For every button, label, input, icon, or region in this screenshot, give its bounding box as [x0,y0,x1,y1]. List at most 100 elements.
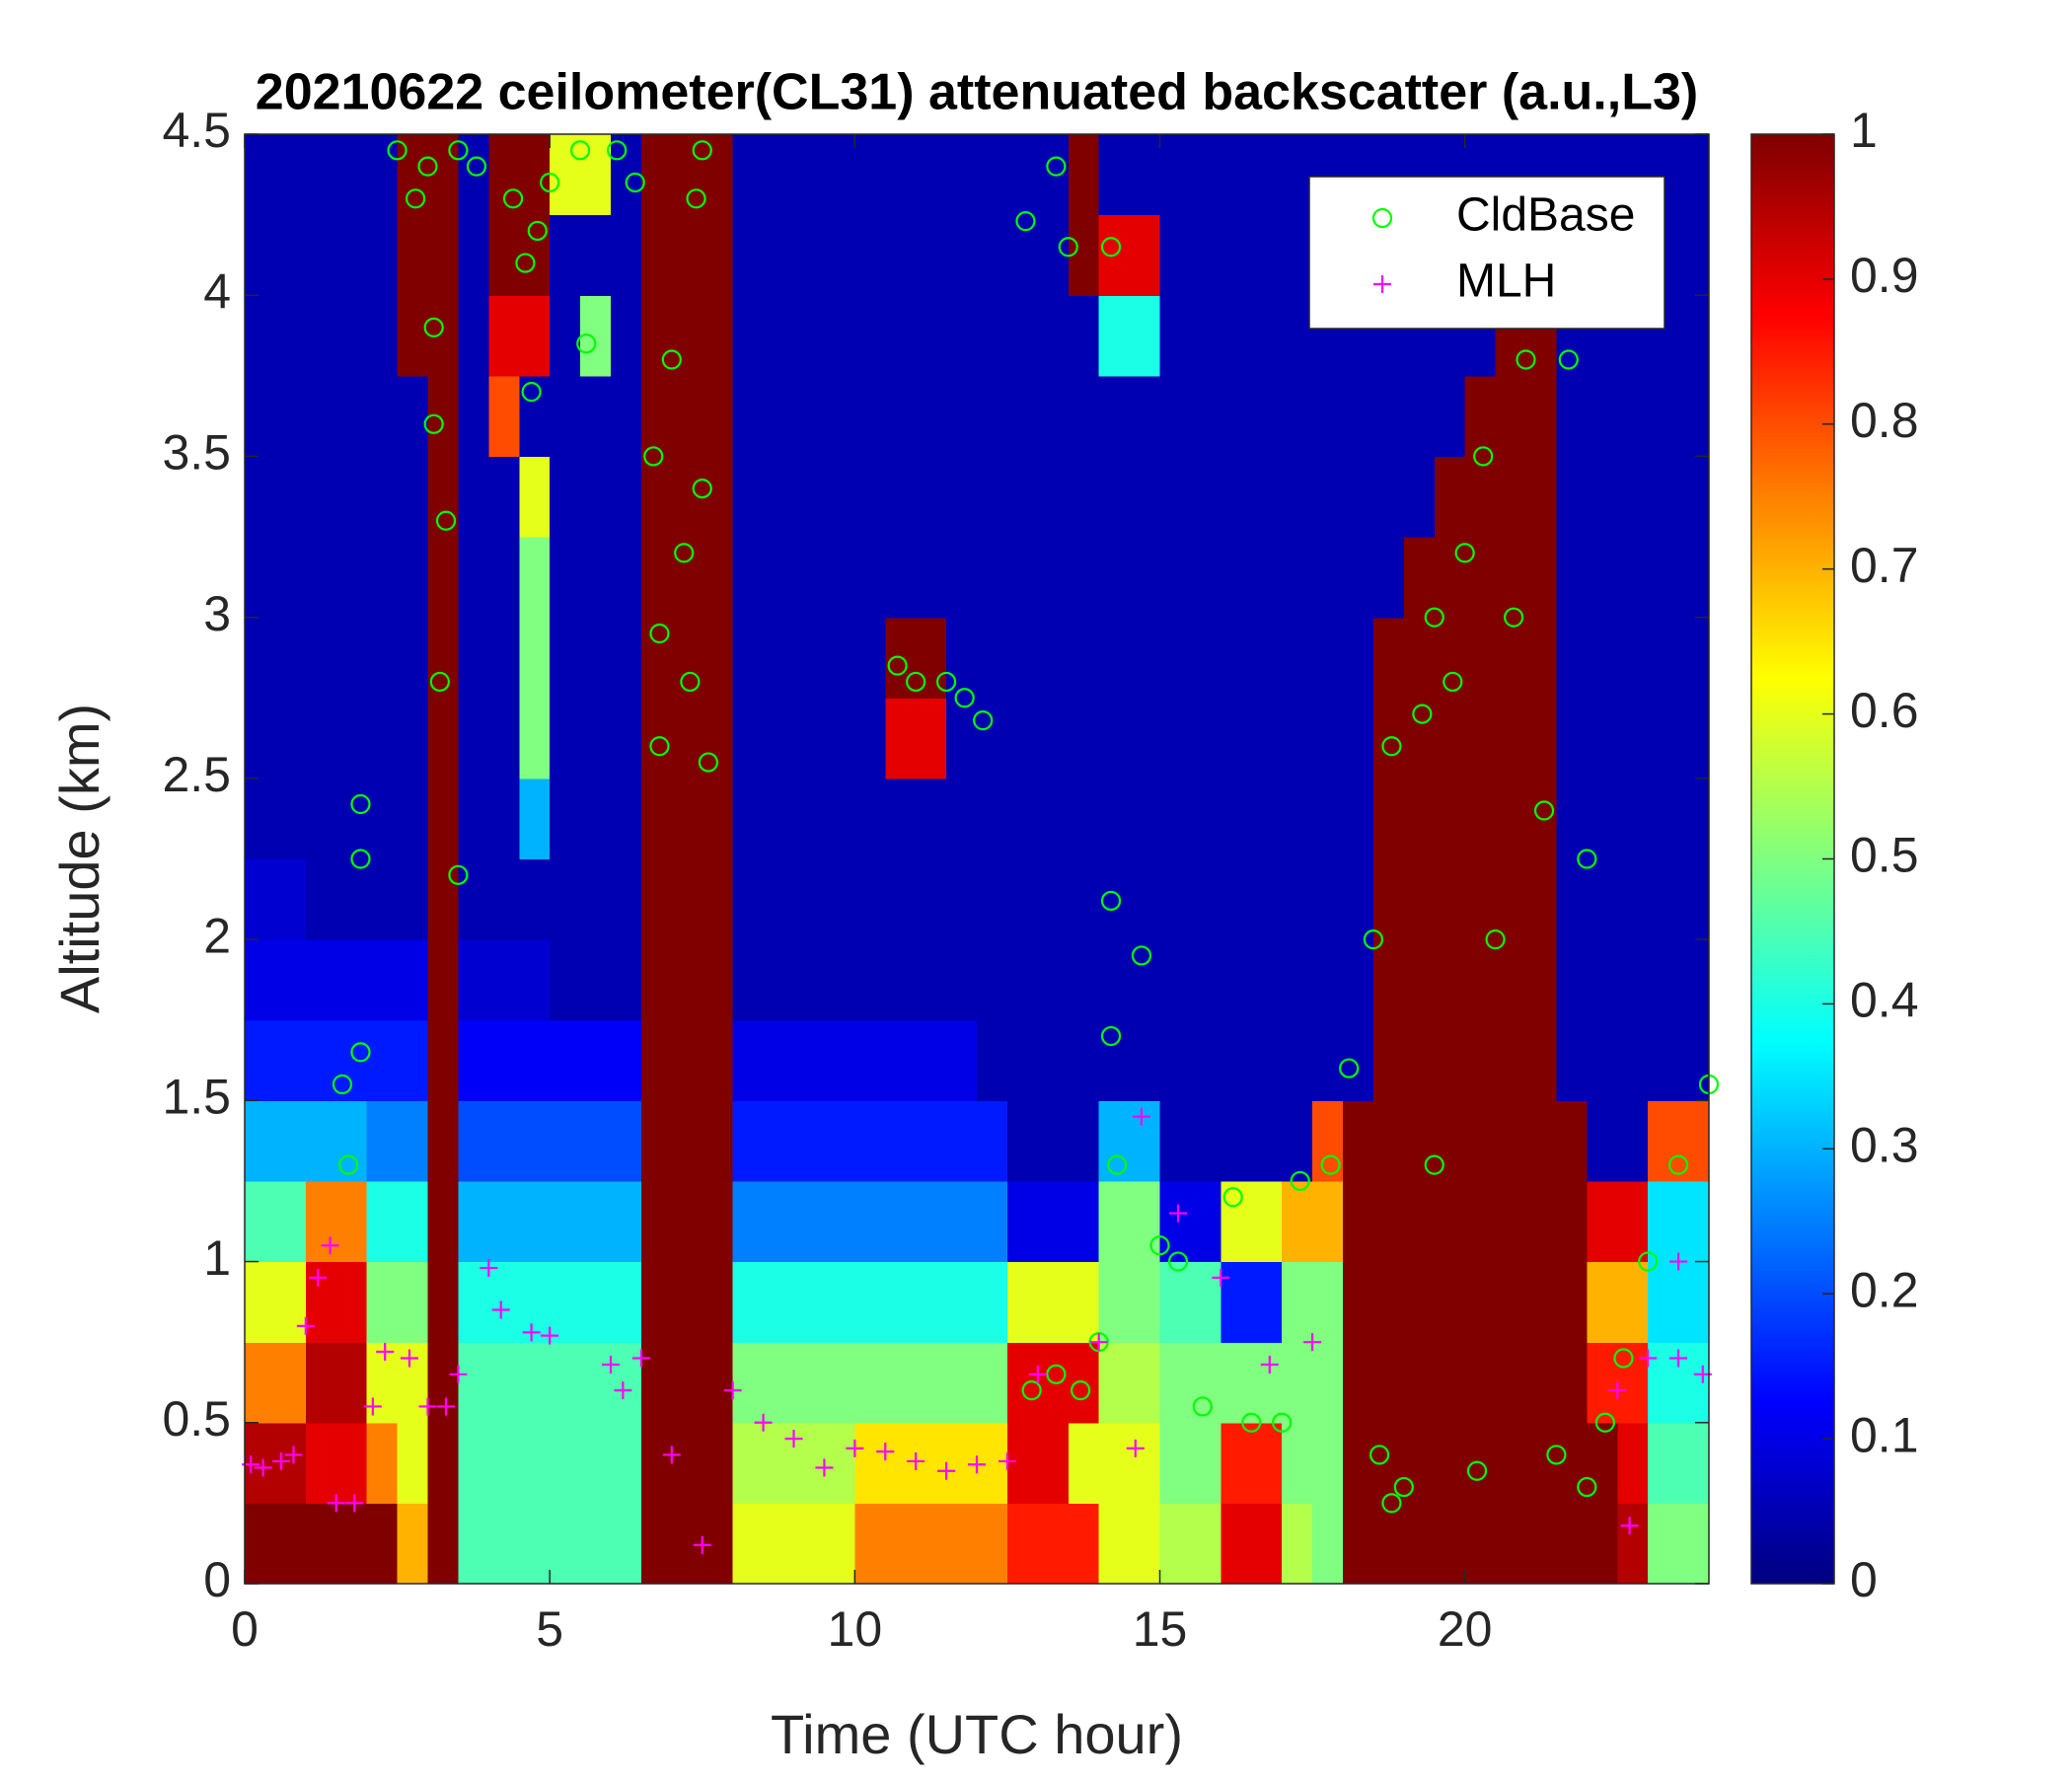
heatmap-cell [366,1180,399,1263]
heatmap-cell [1037,1261,1070,1343]
heatmap-cell [245,1100,276,1182]
heatmap-cell [1403,1342,1436,1424]
heatmap-cell [763,295,795,377]
colorbar: 0 0.1 0.2 0.3 0.4 0.5 0.6 0.7 0.8 0.9 1 [1750,103,1919,1607]
heatmap-cell [763,1019,795,1101]
heatmap-cell [1587,939,1618,1021]
heatmap-cell [1556,1180,1588,1263]
heatmap-cell [1434,939,1466,1021]
heatmap-cell [488,858,520,940]
heatmap-cell [305,778,337,860]
heatmap-cell [519,858,551,940]
heatmap-cell [274,1180,307,1263]
heatmap-cell [1129,939,1161,1021]
heatmap-cell [274,1342,307,1424]
heatmap-cell [458,1422,489,1504]
heatmap-cell [793,939,826,1021]
heatmap-cell [1372,456,1405,538]
marker-circle [1504,607,1524,628]
heatmap-cell [1251,537,1283,619]
heatmap-cell [1464,1100,1497,1182]
heatmap-cell [1282,375,1313,458]
heatmap-cell [793,1342,826,1424]
heatmap-cell [366,1100,399,1182]
heatmap-cell [916,1503,947,1584]
heatmap-cell [458,858,489,940]
marker-plus [327,1494,345,1513]
heatmap-cell [1159,1019,1192,1101]
heatmap-cell [671,1261,703,1343]
marker-circle [1290,1170,1310,1192]
heatmap-cell [1617,1019,1649,1101]
heatmap-cell [1282,295,1313,377]
heatmap-cell [1403,1100,1436,1182]
marker-plus [1212,1268,1230,1287]
heatmap-cell [274,1422,307,1504]
heatmap-cell [335,1422,368,1504]
heatmap-cell [1372,537,1405,619]
heatmap-cell [366,134,399,216]
y-tick-label: 4.5 [162,103,231,158]
marker-circle [649,623,670,644]
marker-circle [1533,800,1555,821]
heatmap-cell [611,1019,642,1101]
heatmap-cell [519,375,551,458]
heatmap-cell [550,214,581,296]
marker-circle [1363,929,1384,950]
marker-plus [968,1455,986,1474]
heatmap-cell [1648,1100,1679,1182]
heatmap-cell [1678,214,1709,296]
heatmap-cell [1312,778,1344,860]
heatmap-cell [580,1503,612,1584]
marker-plus [400,1349,418,1368]
marker-plus [614,1381,632,1400]
heatmap-cell [274,214,307,296]
heatmap-cell [1678,1342,1709,1424]
heatmap-cell [1006,939,1039,1021]
heatmap-cell [763,698,795,779]
heatmap-cell [335,1342,368,1424]
heatmap-cell [1372,375,1405,458]
heatmap-cell [1495,617,1527,699]
heatmap-cell [305,134,337,216]
heatmap-cell [335,858,368,940]
marker-circle [1424,607,1444,628]
marker-circle [429,671,450,693]
heatmap-cell [245,1503,276,1584]
marker-circle [1371,207,1393,229]
heatmap-cell [1434,456,1466,538]
heatmap-cell [1587,1422,1618,1504]
heatmap-cell [824,456,855,538]
heatmap-cell [824,537,855,619]
heatmap-cell [1343,1422,1374,1504]
heatmap-cell [1464,537,1497,619]
heatmap-cell [1068,456,1100,538]
heatmap-cell [1617,1342,1649,1424]
heatmap-cell [1190,1342,1221,1424]
heatmap-cell [763,1261,795,1343]
heatmap-cell [702,1261,734,1343]
heatmap-cell [916,698,947,779]
heatmap-cell [702,1503,734,1584]
heatmap-cell [245,1261,276,1343]
heatmap-cell [1495,537,1527,619]
marker-circle [466,156,487,177]
heatmap-cell [1129,134,1161,216]
heatmap-cell [1464,1261,1497,1343]
heatmap-cell [519,456,551,538]
heatmap-cell [1190,1019,1221,1101]
heatmap-cell [458,617,489,699]
heatmap-cell [946,1422,978,1504]
heatmap-cell [1495,698,1527,779]
heatmap-cell [1037,456,1070,538]
heatmap-cell [1221,617,1252,699]
marker-plus [449,1365,468,1383]
marker-plus [376,1342,395,1361]
heatmap-cell [427,617,460,699]
marker-plus [363,1397,382,1416]
marker-circle [527,220,548,242]
colorbar-tick-label: 0.4 [1850,973,1919,1028]
heatmap-cell [458,375,489,458]
heatmap-cell [946,858,978,940]
marker-plus [1028,1365,1047,1383]
